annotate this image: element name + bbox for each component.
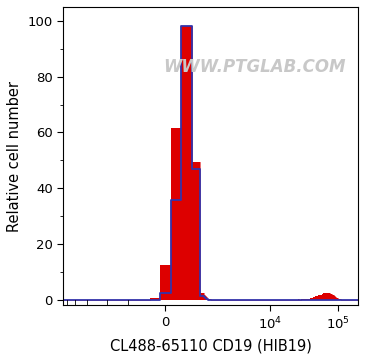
X-axis label: CL488-65110 CD19 (HIB19): CL488-65110 CD19 (HIB19) [110, 338, 312, 353]
Text: WWW.PTGLAB.COM: WWW.PTGLAB.COM [164, 58, 346, 76]
Y-axis label: Relative cell number: Relative cell number [7, 81, 22, 232]
